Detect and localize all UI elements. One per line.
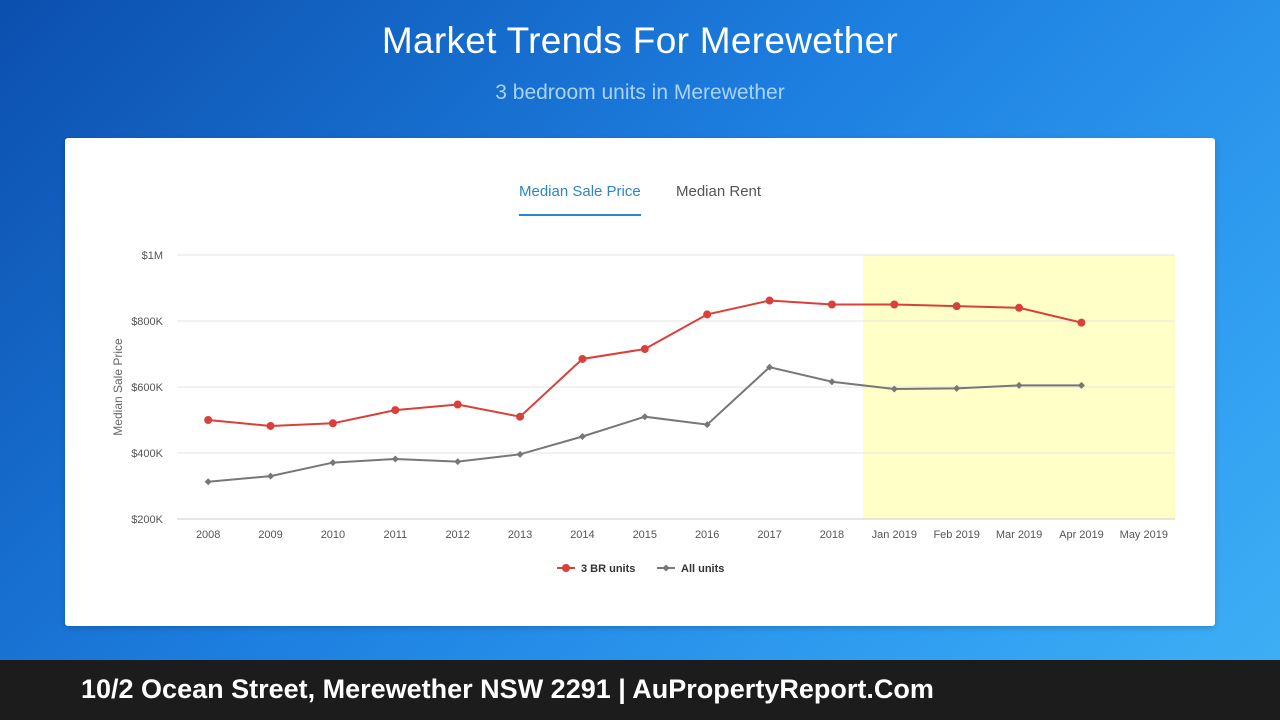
footer-address: 10/2 Ocean Street, Merewether NSW 2291 |… — [81, 674, 934, 704]
y-tick-label: $200K — [131, 514, 163, 526]
data-point — [266, 421, 275, 430]
x-tick-label: Apr 2019 — [1059, 529, 1104, 541]
x-tick-label: 2018 — [820, 529, 844, 541]
footer-bar: 10/2 Ocean Street, Merewether NSW 2291 |… — [0, 660, 1280, 720]
data-point — [953, 384, 961, 392]
data-point — [641, 413, 649, 421]
data-point — [454, 458, 462, 466]
x-tick-label: 2013 — [508, 529, 532, 541]
data-point — [766, 363, 774, 371]
data-point — [1077, 381, 1085, 389]
y-tick-label: $1M — [142, 250, 163, 262]
data-point — [391, 406, 400, 415]
data-point — [765, 296, 774, 305]
tab-median-rent[interactable]: Median Rent — [676, 183, 762, 200]
legend-label: All units — [681, 563, 724, 575]
y-axis-label: Median Sale Price — [111, 338, 125, 436]
data-point — [1077, 318, 1086, 327]
chart-tabs: Median Sale Price Median Rent — [65, 138, 1215, 218]
x-tick-label: 2012 — [445, 529, 469, 541]
legend-label: 3 BR units — [581, 563, 635, 575]
data-point — [890, 385, 898, 393]
legend-marker — [562, 564, 570, 572]
y-tick-label: $400K — [131, 448, 163, 460]
x-tick-label: 2011 — [383, 529, 407, 541]
page-subtitle: 3 bedroom units in Merewether — [495, 81, 785, 104]
tab-median-sale-price[interactable]: Median Sale Price — [519, 183, 641, 216]
page-title: Market Trends For Merewether — [381, 20, 899, 61]
data-point — [267, 472, 275, 480]
data-point — [640, 345, 649, 354]
x-tick-label: 2014 — [570, 529, 594, 541]
data-point — [453, 400, 462, 409]
x-tick-label: 2016 — [695, 529, 719, 541]
data-point — [204, 416, 213, 424]
x-tick-label: 2017 — [757, 529, 781, 541]
data-point — [516, 412, 525, 421]
data-point — [827, 300, 836, 309]
x-tick-label: Mar 2019 — [996, 529, 1042, 541]
x-tick-label: 2009 — [258, 529, 282, 541]
x-tick-label: Feb 2019 — [933, 529, 979, 541]
data-point — [516, 450, 524, 458]
x-tick-label: Jan 2019 — [872, 529, 917, 541]
data-point — [391, 455, 399, 463]
x-tick-label: 2015 — [633, 529, 657, 541]
data-point — [828, 378, 836, 386]
legend-marker — [662, 564, 670, 572]
chart-card: Median Sale Price Median Rent $200K $400K… — [65, 138, 1215, 626]
data-point — [890, 300, 899, 309]
y-tick-label: $800K — [131, 316, 163, 328]
x-tick-label: May 2019 — [1120, 529, 1168, 541]
data-point — [1015, 303, 1024, 312]
data-point — [952, 302, 961, 311]
data-point — [204, 478, 212, 486]
data-point — [578, 433, 586, 440]
data-point — [1015, 381, 1023, 389]
y-tick-label: $600K — [131, 382, 163, 394]
data-point — [578, 354, 587, 363]
data-point — [328, 419, 337, 428]
x-tick-label: 2010 — [321, 529, 345, 541]
data-point — [329, 459, 337, 467]
line-chart: $200K $400K $600K $800K $1M Median Sale Price… — [111, 250, 1175, 575]
data-point — [703, 421, 711, 429]
x-tick-label: 2008 — [196, 529, 220, 541]
data-point — [703, 310, 712, 319]
